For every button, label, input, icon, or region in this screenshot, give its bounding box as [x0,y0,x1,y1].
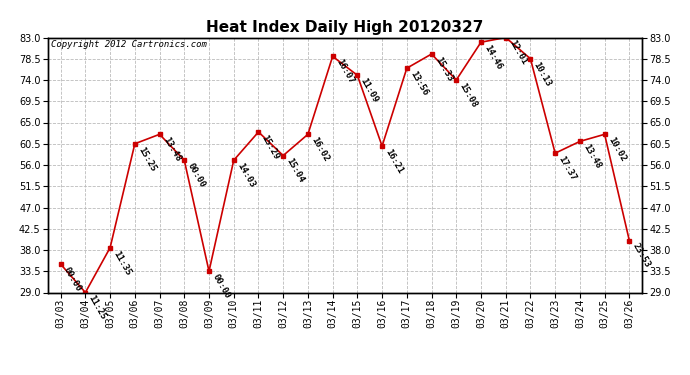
Text: 15:29: 15:29 [260,134,281,161]
Text: 17:37: 17:37 [557,154,578,182]
Text: 14:03: 14:03 [235,162,257,189]
Title: Heat Index Daily High 20120327: Heat Index Daily High 20120327 [206,20,484,35]
Text: 15:04: 15:04 [284,157,306,185]
Text: 13:48: 13:48 [161,136,182,164]
Text: 15:25: 15:25 [136,145,157,173]
Text: 14:46: 14:46 [482,44,504,71]
Text: 15:33: 15:33 [433,56,454,83]
Text: 00:00: 00:00 [62,266,83,293]
Text: 00:00: 00:00 [210,273,232,300]
Text: 10:02: 10:02 [606,136,627,164]
Text: 23:53: 23:53 [631,242,652,270]
Text: 12:01: 12:01 [507,39,529,67]
Text: 16:02: 16:02 [309,136,331,164]
Text: 16:21: 16:21 [384,147,405,175]
Text: 15:08: 15:08 [457,81,479,109]
Text: 11:25: 11:25 [87,294,108,322]
Text: Copyright 2012 Cartronics.com: Copyright 2012 Cartronics.com [51,40,207,49]
Text: 16:07: 16:07 [334,58,355,86]
Text: 00:00: 00:00 [186,162,207,189]
Text: 13:56: 13:56 [408,70,429,98]
Text: 11:09: 11:09 [359,76,380,105]
Text: 10:13: 10:13 [532,60,553,88]
Text: 13:48: 13:48 [581,143,602,171]
Text: 11:35: 11:35 [112,249,132,277]
